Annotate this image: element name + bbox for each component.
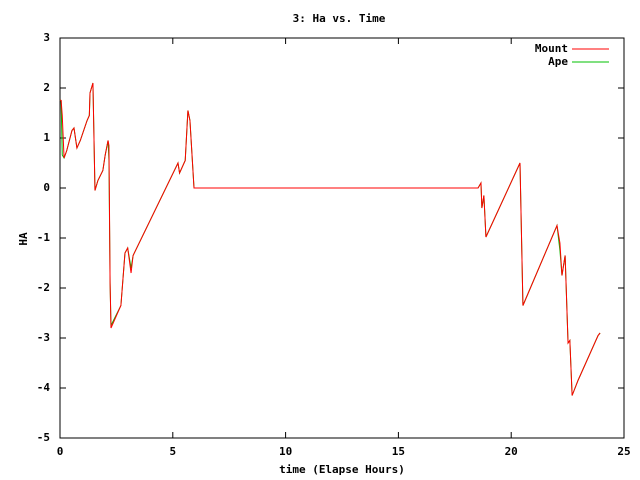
x-tick-label: 10: [279, 445, 292, 458]
series-line: [59, 82, 601, 396]
x-tick-label: 15: [392, 445, 405, 458]
y-tick-label: 0: [43, 181, 50, 194]
legend-label: Mount: [535, 42, 568, 55]
y-tick-label: -3: [37, 331, 50, 344]
y-tick-label: -5: [37, 431, 50, 444]
x-tick-label: 0: [57, 445, 64, 458]
y-tick-label: -1: [37, 231, 51, 244]
y-tick-label: -2: [37, 281, 50, 294]
y-axis-label: HA: [17, 232, 30, 246]
y-tick-label: 3: [43, 31, 50, 44]
x-tick-label: 25: [617, 445, 630, 458]
legend-label: Ape: [548, 55, 568, 68]
chart-title: 3: Ha vs. Time: [293, 12, 386, 25]
x-tick-label: 20: [505, 445, 518, 458]
y-tick-label: -4: [37, 381, 51, 394]
y-tick-label: 2: [43, 81, 50, 94]
y-tick-label: 1: [43, 131, 50, 144]
x-tick-label: 5: [169, 445, 176, 458]
x-axis-label: time (Elapse Hours): [279, 463, 405, 476]
